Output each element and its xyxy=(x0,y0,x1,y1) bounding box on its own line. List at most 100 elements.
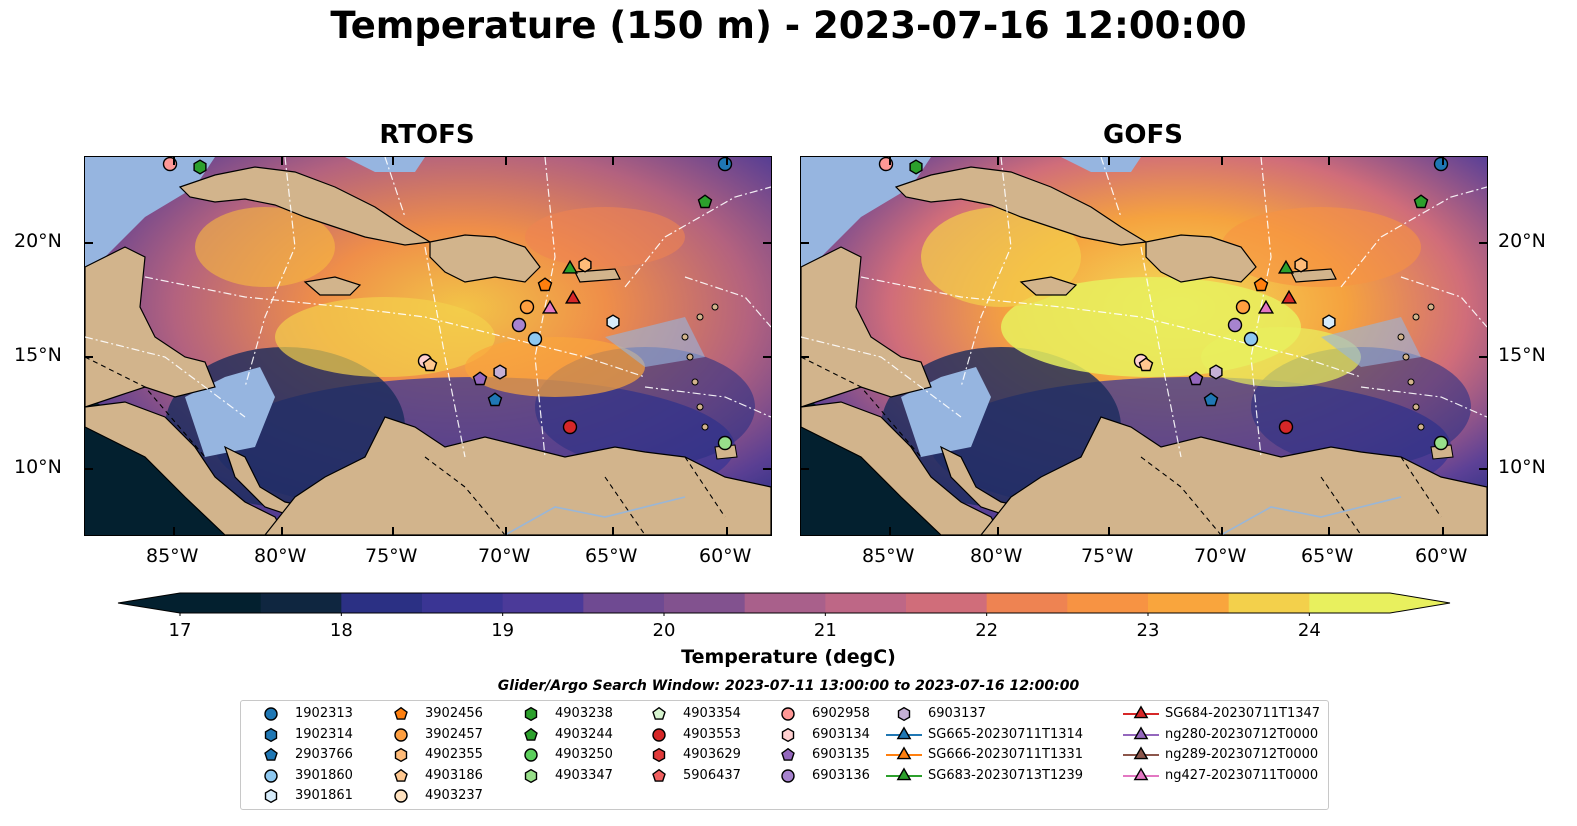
x-tick-label-right: 65°W xyxy=(1301,545,1354,567)
observation-marker xyxy=(909,159,923,175)
observation-marker xyxy=(1227,317,1243,333)
legend-label: SG665-20230711T1314 xyxy=(928,726,1084,742)
observation-marker xyxy=(1433,157,1449,172)
x-tick-label-right: 70°W xyxy=(1194,545,1247,567)
legend-label: 6903134 xyxy=(812,726,870,742)
legend-label: SG683-20230713T1239 xyxy=(928,767,1084,783)
observation-marker xyxy=(472,371,488,386)
triangle-marker-icon xyxy=(1123,766,1159,780)
colorbar-label: Temperature (degC) xyxy=(681,646,896,668)
observation-marker xyxy=(1209,364,1223,380)
circle-marker-icon xyxy=(652,727,666,742)
panel-title-rtofs: RTOFS xyxy=(379,120,475,150)
legend-label: 4903237 xyxy=(425,788,483,803)
observation-marker xyxy=(162,157,178,172)
x-tick-label-left: 85°W xyxy=(146,545,199,567)
circle-marker-icon xyxy=(524,748,538,762)
observation-marker xyxy=(564,289,582,304)
y-tick-label-right: 15°N xyxy=(1498,344,1546,366)
circle-marker-icon xyxy=(394,789,408,803)
legend-label: 1902313 xyxy=(295,706,353,721)
legend-label: 2903766 xyxy=(295,747,353,762)
hexagon-marker-icon xyxy=(652,747,666,763)
hexagon-marker-icon xyxy=(394,747,408,763)
observation-marker xyxy=(527,331,543,347)
legend-label: 3902456 xyxy=(425,706,483,721)
observation-marker xyxy=(511,317,527,333)
pentagon-marker-icon xyxy=(264,747,278,761)
hexagon-marker-icon xyxy=(897,706,911,722)
legend-label: 4902355 xyxy=(425,747,483,762)
observation-marker xyxy=(1188,371,1204,386)
legend-label: 3902457 xyxy=(425,726,483,742)
legend-label: SG684-20230711T1347 xyxy=(1165,706,1321,721)
x-tick-label-right: 80°W xyxy=(970,545,1023,567)
triangle-marker-icon xyxy=(1123,725,1159,739)
legend-label: ng427-20230711T0000 xyxy=(1165,767,1319,783)
legend-label: 6903135 xyxy=(812,747,870,762)
observation-marker xyxy=(606,314,620,330)
legend-label: 6902958 xyxy=(812,706,870,721)
circle-marker-icon xyxy=(394,727,408,742)
pentagon-marker-icon xyxy=(394,768,408,782)
legend-label: 4903250 xyxy=(555,747,613,762)
pentagon-marker-icon xyxy=(652,768,666,782)
observation-marker xyxy=(519,299,535,315)
legend-title: Glider/Argo Search Window: 2023-07-11 13… xyxy=(497,678,1080,694)
legend-label: 4903553 xyxy=(683,726,741,742)
observation-marker xyxy=(561,259,579,274)
y-tick-label-left: 20°N xyxy=(14,230,62,252)
x-tick-label-right: 75°W xyxy=(1081,545,1134,567)
y-tick-label-right: 20°N xyxy=(1498,230,1546,252)
colorbar-tick-label: 21 xyxy=(813,620,837,641)
legend-label: 6903136 xyxy=(812,767,870,783)
triangle-marker-icon xyxy=(886,746,922,760)
observation-marker xyxy=(717,435,733,451)
hexagon-marker-icon xyxy=(524,706,538,722)
hexagon-marker-icon xyxy=(264,788,278,804)
legend-label: 6903137 xyxy=(928,706,986,721)
y-tick-label-left: 10°N xyxy=(14,456,62,478)
x-tick-label-left: 60°W xyxy=(699,545,752,567)
legend-label: 3901861 xyxy=(295,788,353,803)
legend-label: 1902314 xyxy=(295,726,353,742)
observation-marker xyxy=(193,159,207,175)
hexagon-marker-icon xyxy=(781,727,795,742)
panel-title-gofs: GOFS xyxy=(1103,120,1183,150)
observation-marker xyxy=(1433,435,1449,451)
triangle-marker-icon xyxy=(886,725,922,739)
triangle-marker-icon xyxy=(886,766,922,780)
pentagon-marker-icon xyxy=(652,706,666,720)
legend-label: ng280-20230712T0000 xyxy=(1165,726,1319,742)
x-tick-label-left: 80°W xyxy=(254,545,307,567)
x-tick-label-right: 60°W xyxy=(1415,545,1468,567)
x-tick-label-right: 85°W xyxy=(862,545,915,567)
x-tick-label-left: 65°W xyxy=(585,545,638,567)
circle-marker-icon xyxy=(264,707,278,721)
triangle-marker-icon xyxy=(1123,705,1159,719)
legend: 1902313 1902314 2903766 3901860 3901861 39024… xyxy=(240,700,1329,810)
circle-marker-icon xyxy=(781,768,795,783)
observation-marker xyxy=(578,257,592,273)
legend-label: 5906437 xyxy=(683,767,741,783)
map-panel-gofs xyxy=(800,156,1488,536)
map-panel-rtofs xyxy=(84,156,772,536)
colorbar-tick-label: 19 xyxy=(491,620,515,641)
observation-marker xyxy=(1294,257,1308,273)
legend-label: SG666-20230711T1331 xyxy=(928,747,1084,762)
hexagon-marker-icon xyxy=(524,768,538,783)
colorbar-tick-label: 20 xyxy=(652,620,676,641)
legend-label: 4903629 xyxy=(683,747,741,762)
pentagon-marker-icon xyxy=(781,747,795,761)
triangle-marker-icon xyxy=(1123,746,1159,760)
observation-marker xyxy=(1278,419,1294,435)
circle-marker-icon xyxy=(264,768,278,783)
pentagon-marker-icon xyxy=(524,727,538,741)
observation-marker xyxy=(422,357,438,372)
legend-label: 4903186 xyxy=(425,767,483,783)
legend-label: 4903354 xyxy=(683,706,741,721)
colorbar-tick-label: 17 xyxy=(168,620,192,641)
observation-marker xyxy=(1203,392,1219,407)
colorbar xyxy=(117,592,1451,616)
observation-marker xyxy=(537,277,553,292)
